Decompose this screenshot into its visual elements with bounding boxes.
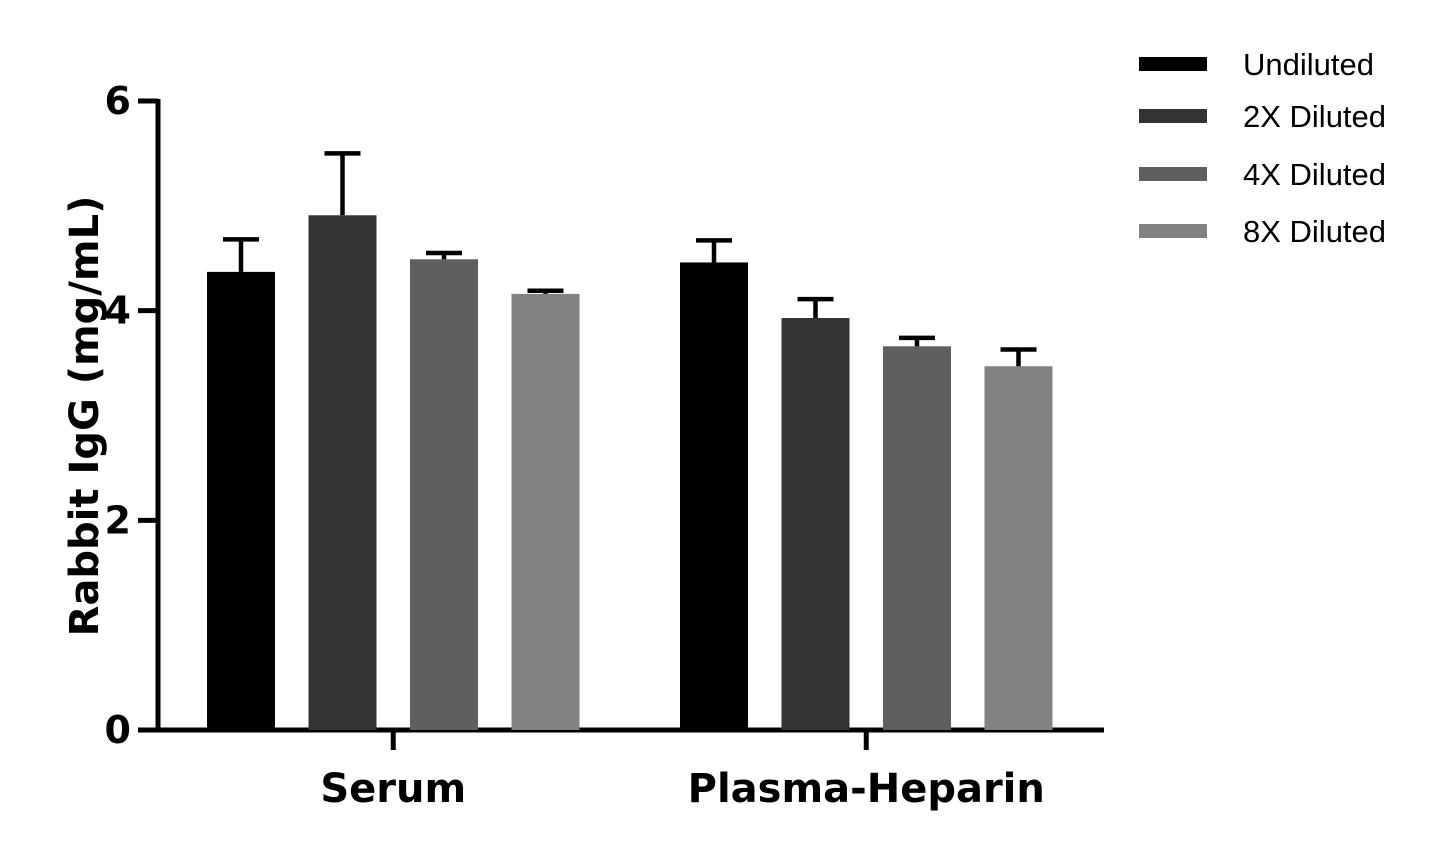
bar <box>308 215 377 731</box>
bar <box>984 366 1053 730</box>
chart-labels: 0 2 4 6 Serum Plasma-Heparin Rabbit IgG (mg/mL… <box>62 79 1045 812</box>
y-tick-label: 0 <box>105 708 131 752</box>
bar <box>207 271 275 730</box>
y-tick-label: 2 <box>105 498 131 542</box>
chart-axes <box>138 98 1104 750</box>
bar <box>511 293 580 730</box>
legend-label: 4X Diluted <box>1243 157 1386 192</box>
y-axis-title: Rabbit IgG (mg/mL) <box>62 196 108 637</box>
chart-legend: Undiluted 2X Diluted 4X Diluted 8X Diluted <box>1139 47 1386 249</box>
chart-error-bars <box>223 151 1037 367</box>
bar <box>883 346 951 730</box>
bar <box>680 262 748 730</box>
legend-label: 2X Diluted <box>1243 99 1386 134</box>
legend-label: Undiluted <box>1243 47 1374 82</box>
legend-label: 8X Diluted <box>1243 214 1386 249</box>
legend-swatch <box>1139 167 1207 181</box>
chart-bars <box>207 215 1053 731</box>
x-category-label: Plasma-Heparin <box>688 766 1045 812</box>
bar <box>781 318 850 730</box>
y-tick-label: 4 <box>105 289 131 333</box>
legend-swatch <box>1139 224 1207 238</box>
y-tick-label: 6 <box>105 79 131 123</box>
legend-swatch <box>1139 57 1207 71</box>
legend-swatch <box>1139 109 1207 123</box>
x-category-label: Serum <box>320 766 466 812</box>
bar <box>410 259 478 730</box>
